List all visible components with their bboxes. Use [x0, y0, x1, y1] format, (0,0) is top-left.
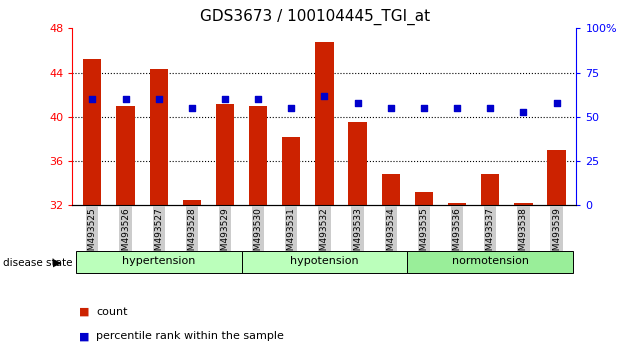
Text: GSM493530: GSM493530 — [254, 207, 263, 262]
Text: GSM493526: GSM493526 — [121, 207, 130, 262]
Bar — [448, 203, 466, 205]
FancyBboxPatch shape — [241, 251, 408, 273]
Text: GSM493537: GSM493537 — [486, 207, 495, 262]
Bar — [249, 106, 267, 205]
Point — [253, 96, 263, 102]
Point — [220, 96, 230, 102]
Point — [186, 105, 197, 111]
Point — [154, 96, 164, 102]
Bar — [216, 103, 234, 205]
FancyBboxPatch shape — [76, 251, 241, 273]
Bar — [348, 122, 367, 205]
Bar — [117, 106, 135, 205]
Text: GSM493533: GSM493533 — [353, 207, 362, 262]
Point — [518, 109, 529, 114]
Bar — [415, 192, 433, 205]
Text: hypertension: hypertension — [122, 256, 195, 267]
Text: GSM493535: GSM493535 — [420, 207, 428, 262]
Text: hypotension: hypotension — [290, 256, 358, 267]
Text: ■: ■ — [79, 307, 89, 316]
Bar — [83, 59, 101, 205]
Text: GDS3673 / 100104445_TGI_at: GDS3673 / 100104445_TGI_at — [200, 9, 430, 25]
Text: GSM493527: GSM493527 — [154, 207, 163, 262]
Text: GSM493532: GSM493532 — [320, 207, 329, 262]
Point — [452, 105, 462, 111]
Point — [485, 105, 495, 111]
Text: ■: ■ — [79, 331, 89, 341]
Bar — [183, 200, 201, 205]
Text: GSM493531: GSM493531 — [287, 207, 296, 262]
Text: disease state: disease state — [3, 258, 72, 268]
Text: GSM493536: GSM493536 — [452, 207, 462, 262]
Bar — [282, 137, 301, 205]
Bar — [514, 203, 532, 205]
Point — [286, 105, 296, 111]
Point — [551, 100, 561, 105]
Bar — [547, 150, 566, 205]
Point — [120, 96, 130, 102]
Point — [88, 96, 98, 102]
Text: percentile rank within the sample: percentile rank within the sample — [96, 331, 284, 341]
Bar — [481, 175, 500, 205]
Point — [353, 100, 363, 105]
Bar — [382, 175, 400, 205]
Text: ▶: ▶ — [54, 258, 62, 268]
Text: count: count — [96, 307, 128, 316]
Text: normotension: normotension — [452, 256, 529, 267]
Text: GSM493538: GSM493538 — [519, 207, 528, 262]
Text: GSM493525: GSM493525 — [88, 207, 97, 262]
Bar — [149, 69, 168, 205]
Point — [386, 105, 396, 111]
Text: GSM493534: GSM493534 — [386, 207, 395, 262]
Bar — [316, 42, 333, 205]
Text: GSM493539: GSM493539 — [552, 207, 561, 262]
Point — [319, 93, 329, 98]
Point — [419, 105, 429, 111]
Text: GSM493529: GSM493529 — [220, 207, 229, 262]
Text: GSM493528: GSM493528 — [187, 207, 197, 262]
FancyBboxPatch shape — [408, 251, 573, 273]
